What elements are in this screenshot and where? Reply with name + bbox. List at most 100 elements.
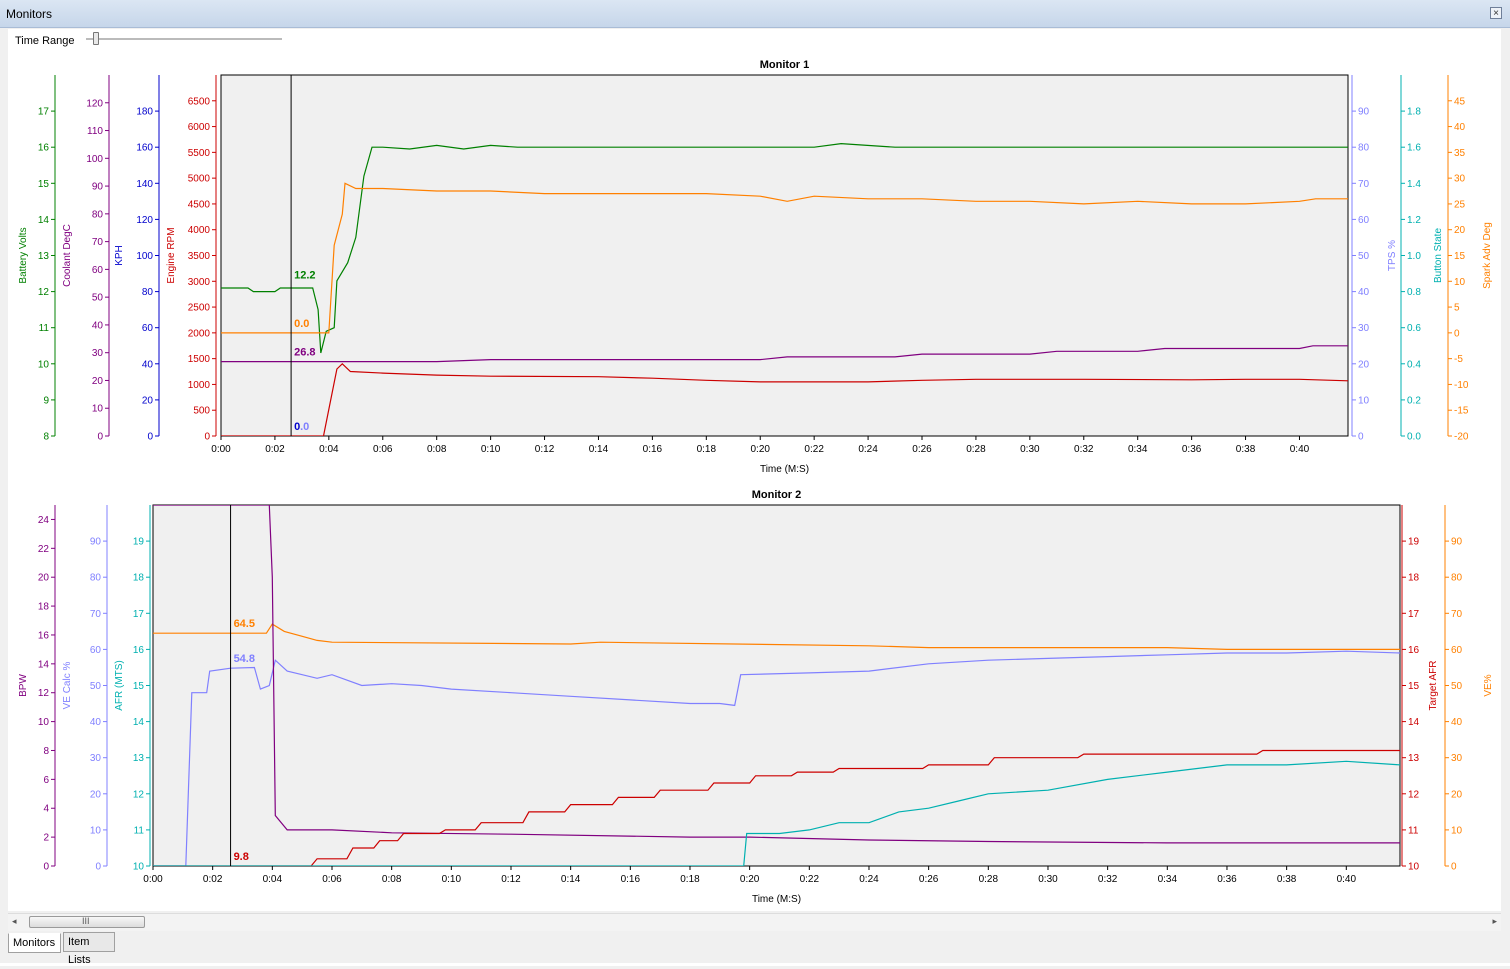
axis-tick-label: 8 bbox=[43, 746, 49, 757]
axis-tick-label: 19 bbox=[133, 537, 145, 548]
tab-monitors[interactable]: Monitors bbox=[8, 933, 61, 953]
axis-tick-label: 120 bbox=[86, 98, 103, 109]
axis-tick-label: 0 bbox=[95, 862, 101, 873]
x-tick-label: 0:34 bbox=[1128, 444, 1148, 455]
axis-tick-label: 2500 bbox=[188, 303, 211, 314]
series-line-battery-volts bbox=[221, 142, 1348, 354]
axis-tick-label: 10 bbox=[1408, 862, 1420, 873]
axis-tick-label: 8 bbox=[43, 432, 49, 443]
window-title: Monitors bbox=[6, 7, 53, 21]
axis-title: Coolant DegC bbox=[62, 224, 73, 287]
window-titlebar: Monitors × bbox=[0, 0, 1510, 28]
x-tick-label: 0:30 bbox=[1038, 874, 1058, 885]
axis-title: Spark Adv Deg bbox=[1482, 222, 1493, 289]
axis-tick-label: 16 bbox=[38, 630, 50, 641]
axis-tick-label: 18 bbox=[133, 573, 145, 584]
axis-title: Battery Volts bbox=[18, 227, 29, 283]
axis-tick-label: 2 bbox=[43, 833, 49, 844]
axis-tick-label: 90 bbox=[1358, 107, 1370, 118]
axis-tick-label: 16 bbox=[1408, 645, 1420, 656]
axis-tick-label: 140 bbox=[136, 179, 153, 190]
axis-tick-label: 2000 bbox=[188, 328, 211, 339]
axis-tick-label: 15 bbox=[1408, 681, 1420, 692]
monitor-2-chart: Monitor 2024681012141618202224BPW0102030… bbox=[18, 489, 1494, 905]
axis-tick-label: 500 bbox=[193, 406, 210, 417]
axis-tick-label: 0 bbox=[147, 432, 153, 443]
tab-item-lists[interactable]: Item Lists bbox=[63, 932, 115, 966]
plot-background bbox=[152, 504, 1401, 867]
axis-tick-label: 10 bbox=[38, 359, 50, 370]
x-tick-label: 0:22 bbox=[804, 444, 824, 455]
axis-tick-label: 80 bbox=[142, 287, 154, 298]
axis-tick-label: 90 bbox=[1451, 537, 1463, 548]
chart-title: Monitor 2 bbox=[752, 489, 802, 501]
axis-tick-label: 80 bbox=[90, 573, 102, 584]
axis-tick-label: 30 bbox=[1454, 174, 1466, 185]
x-tick-label: 0:04 bbox=[263, 874, 283, 885]
x-tick-label: 0:24 bbox=[858, 444, 878, 455]
axis-tick-label: 40 bbox=[1358, 287, 1370, 298]
cursor-value-label: 0 bbox=[294, 421, 300, 433]
series-group bbox=[221, 142, 1348, 436]
axis-tick-label: 1.0 bbox=[1407, 251, 1421, 262]
axis-tick-label: 45 bbox=[1454, 96, 1466, 107]
time-range-slider-thumb[interactable] bbox=[92, 32, 99, 45]
scroll-grip-icon: III bbox=[82, 916, 90, 926]
axis-title: Button State bbox=[1433, 228, 1444, 283]
series-line-coolant-degc bbox=[221, 345, 1348, 363]
axis-tick-label: 0 bbox=[97, 432, 103, 443]
axis-title: KPH bbox=[114, 245, 125, 266]
x-tick-label: 0:16 bbox=[643, 444, 663, 455]
axis-tick-label: 30 bbox=[90, 753, 102, 764]
axis-target-afr: 10 11 12 13 14 15 16 17 18 19 Target AFR bbox=[1401, 505, 1439, 873]
axis-tick-label: 90 bbox=[92, 182, 104, 193]
axis-tick-label: 15 bbox=[38, 179, 50, 190]
x-tick-label: 0:26 bbox=[912, 444, 932, 455]
x-tick-label: 0:30 bbox=[1020, 444, 1040, 455]
status-strip bbox=[0, 963, 1510, 966]
axis-title: BPW bbox=[18, 674, 29, 697]
x-tick-label: 0:20 bbox=[751, 444, 771, 455]
axis-title: VE Calc % bbox=[62, 661, 73, 709]
axis-tick-label: 11 bbox=[134, 825, 145, 836]
axis-tick-label: 60 bbox=[142, 323, 154, 334]
axis-coolant-degc: 0 10 20 30 40 50 60 70 80 90 100 110 120 Coolant DegC bbox=[62, 75, 110, 443]
axis-tick-label: 50 bbox=[1451, 681, 1463, 692]
scroll-right-arrow-icon[interactable]: ▸ bbox=[1492, 916, 1497, 926]
x-tick-label: 0:40 bbox=[1337, 874, 1357, 885]
axis-tick-label: 1.6 bbox=[1407, 143, 1421, 154]
axis-tick-label: 16 bbox=[38, 143, 50, 154]
axis-tick-label: 17 bbox=[133, 609, 145, 620]
axis-tick-label: 16 bbox=[133, 645, 145, 656]
time-range-slider-track[interactable] bbox=[86, 38, 282, 41]
axis-tick-label: 0.4 bbox=[1407, 359, 1421, 370]
axis-title: TPS % bbox=[1387, 240, 1398, 271]
axis-tick-label: 11 bbox=[39, 323, 50, 334]
axis-tick-label: 0.6 bbox=[1407, 323, 1421, 334]
axis-tick-label: 0 bbox=[1451, 862, 1457, 873]
x-tick-label: 0:12 bbox=[501, 874, 521, 885]
axis-tick-label: 20 bbox=[92, 376, 104, 387]
axis-tick-label: 30 bbox=[92, 348, 104, 359]
scroll-left-arrow-icon[interactable]: ◂ bbox=[12, 916, 17, 926]
x-tick-label: 0:04 bbox=[319, 444, 339, 455]
axis-tick-label: -15 bbox=[1454, 406, 1469, 417]
x-tick-label: 0:12 bbox=[535, 444, 555, 455]
x-axis-title: Time (M:S) bbox=[752, 894, 801, 905]
close-button[interactable]: × bbox=[1490, 7, 1502, 19]
series-group bbox=[153, 505, 1400, 866]
axis-tick-label: 100 bbox=[136, 251, 153, 262]
axis-tick-label: 3000 bbox=[188, 277, 211, 288]
cursor-value-label: 0.0 bbox=[294, 318, 309, 330]
x-tick-label: 0:38 bbox=[1236, 444, 1256, 455]
x-tick-label: 0:16 bbox=[621, 874, 641, 885]
axis-tick-label: 25 bbox=[1454, 199, 1466, 210]
axis-tick-label: 40 bbox=[1454, 122, 1466, 133]
x-tick-label: 0:02 bbox=[203, 874, 223, 885]
x-tick-label: 0:08 bbox=[382, 874, 402, 885]
scroll-thumb[interactable]: III bbox=[29, 916, 145, 928]
horizontal-scrollbar[interactable]: ◂ III ▸ bbox=[8, 913, 1501, 931]
x-tick-label: 0:26 bbox=[919, 874, 939, 885]
axis-tick-label: 24 bbox=[38, 515, 50, 526]
x-tick-label: 0:38 bbox=[1277, 874, 1297, 885]
